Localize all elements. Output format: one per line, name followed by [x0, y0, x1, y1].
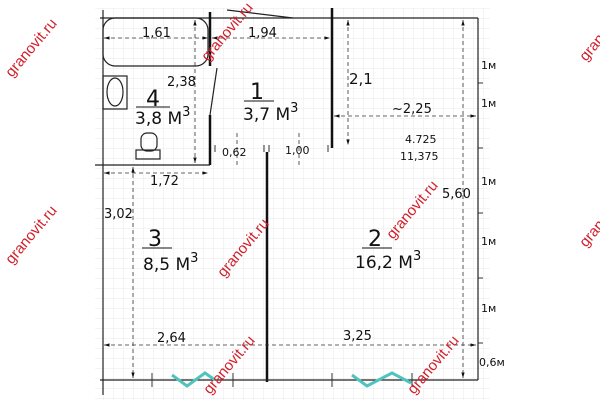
dim-label: 11,375 — [400, 150, 439, 163]
svg-text:3: 3 — [148, 227, 162, 252]
dim-label: 1,00 — [285, 144, 310, 157]
dim-label: 1,94 — [248, 26, 277, 41]
toilet — [135, 132, 161, 160]
room-1-label: 1 3,7 М3 — [243, 80, 298, 125]
dimension-lines — [104, 20, 476, 378]
scale-label: 1м — [481, 235, 496, 248]
dim-label: 2,38 — [167, 75, 196, 90]
dim-label: 2,1 — [349, 70, 373, 88]
svg-text:16,2 М3: 16,2 М3 — [355, 249, 421, 273]
svg-text:3,8 М3: 3,8 М3 — [135, 105, 190, 129]
dim-label: 3,02 — [104, 207, 133, 222]
room-3-label: 3 8,5 М3 — [142, 227, 198, 275]
dim-label: 4.725 — [405, 133, 437, 146]
dim-label: 0,62 — [222, 146, 247, 159]
dim-label: 1,61 — [142, 26, 171, 41]
scale-label: 1м — [481, 175, 496, 188]
watermark: granovit.ru — [2, 202, 61, 267]
dim-label: ~2,25 — [392, 102, 432, 117]
svg-text:8,5 М3: 8,5 М3 — [143, 251, 198, 275]
scale-label: 1м — [481, 302, 496, 315]
bathroom-door — [209, 67, 218, 116]
watermark: granovit.ru — [2, 15, 61, 80]
scale-label: 1м — [481, 97, 496, 110]
dim-label: 5,60 — [442, 187, 471, 202]
bathtub — [102, 17, 209, 67]
scale-label: 0,6м — [479, 356, 505, 369]
scale-label: 1м — [481, 59, 496, 72]
watermark: granovit.ru — [576, 185, 600, 250]
sink — [102, 75, 128, 110]
watermark: granovit.ru — [576, 0, 600, 65]
room-2-label: 2 16,2 М3 — [355, 227, 421, 273]
svg-text:1: 1 — [250, 80, 264, 105]
window-right — [351, 371, 412, 388]
dim-label: 2,64 — [157, 331, 186, 346]
window-left — [171, 371, 216, 388]
dim-label: 3,25 — [343, 329, 372, 344]
dim-label: 1,72 — [150, 174, 179, 189]
svg-text:4: 4 — [146, 87, 160, 112]
svg-text:3,7 М3: 3,7 М3 — [243, 101, 298, 125]
room-4-label: 4 3,8 М3 — [135, 87, 190, 129]
svg-text:2: 2 — [368, 227, 382, 252]
entrance-door — [226, 9, 294, 19]
grid-background — [95, 8, 490, 400]
